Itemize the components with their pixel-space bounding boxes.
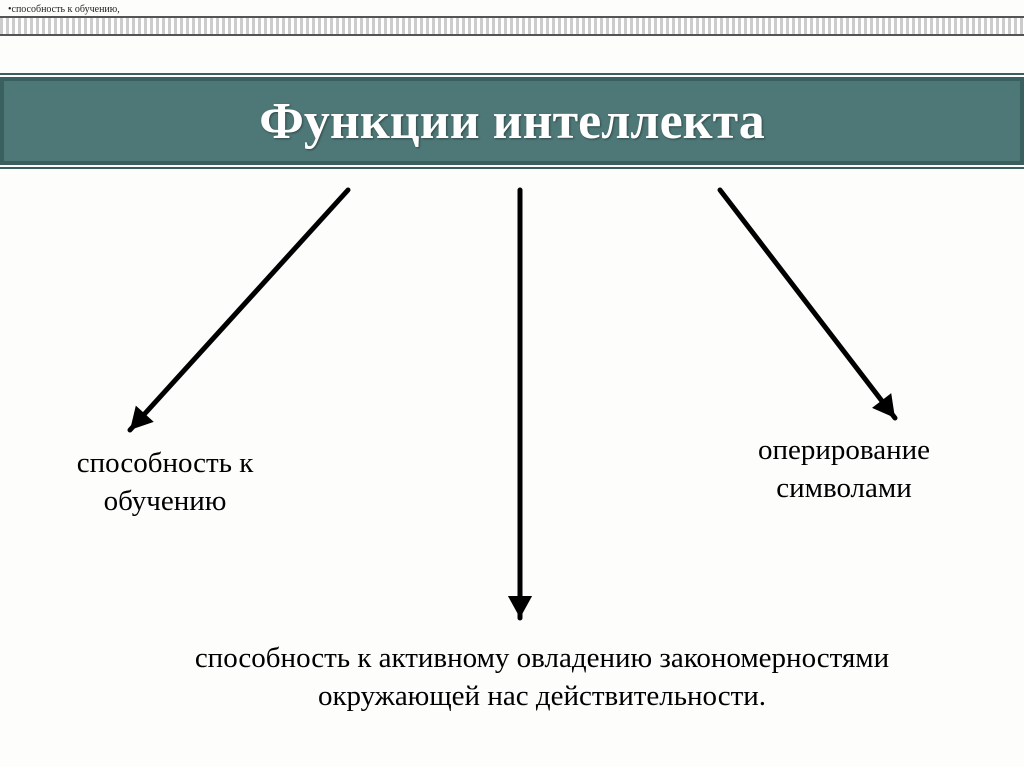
label-left: способность к обучению [55, 445, 275, 520]
top-decorative-border [0, 16, 1024, 36]
title-bar: Функции интеллекта [0, 75, 1024, 167]
slide-root: •способность к обучению, Функции интелле… [0, 0, 1024, 767]
meta-top-text: •способность к обучению, [8, 4, 120, 15]
label-right: оперирование символами [709, 432, 979, 507]
title-text: Функции интеллекта [259, 92, 765, 151]
label-bottom: способность к активному овладению законо… [120, 640, 964, 715]
